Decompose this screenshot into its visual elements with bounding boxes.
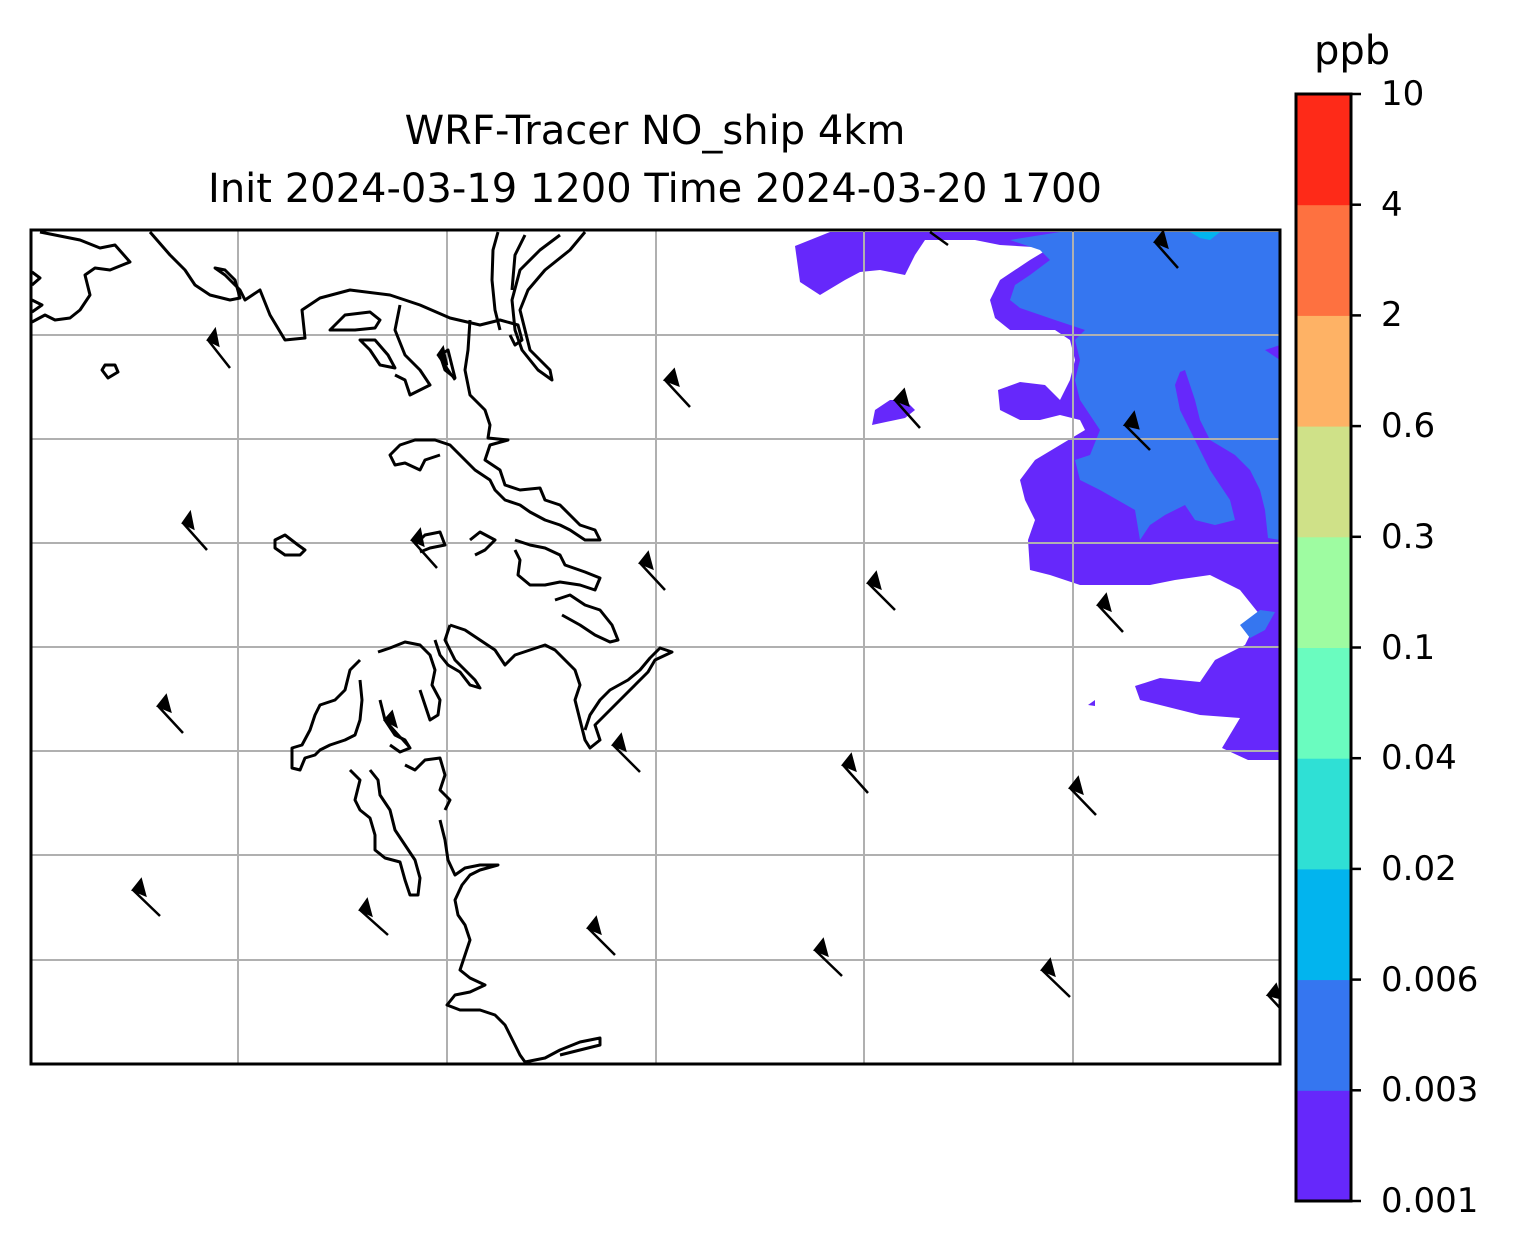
tracer-field-mid — [1010, 232, 1280, 638]
map-frame — [29, 228, 1282, 1066]
colorbar-tick-label: 0.006 — [1381, 959, 1479, 1000]
colorbar-segment — [1296, 94, 1351, 206]
tracer-field-cyan — [1190, 232, 1220, 240]
colorbar-segment — [1296, 758, 1351, 870]
colorbar-tick-label: 0.3 — [1381, 516, 1436, 557]
colorbar-tick-label: 0.6 — [1381, 406, 1436, 447]
colorbar-segment — [1296, 647, 1351, 759]
colorbar-segment — [1296, 204, 1351, 316]
colorbar-tick-label: 10 — [1381, 74, 1425, 114]
colorbar-tick-label: 0.04 — [1381, 738, 1457, 779]
map-title: WRF-Tracer NO_ship 4km — [404, 108, 906, 154]
colorbar-tick-label: 0.001 — [1381, 1181, 1479, 1221]
map-gridlines — [31, 230, 1280, 1064]
colorbar-tick-label: 4 — [1381, 184, 1403, 225]
colorbar-unit: ppb — [1314, 28, 1391, 74]
colorbar-segment — [1296, 868, 1351, 981]
colorbar-segment — [1296, 979, 1351, 1091]
wind-barbs — [130, 230, 1280, 1009]
colorbar-tick-label: 2 — [1381, 295, 1403, 336]
colorbar-tick-label: 0.02 — [1381, 848, 1457, 889]
colorbar-tick-label: 0.003 — [1381, 1070, 1479, 1111]
coastlines — [31, 230, 674, 1064]
colorbar-tick-label: 0.1 — [1381, 627, 1436, 668]
colorbar — [1294, 92, 1361, 1203]
colorbar-segment — [1296, 536, 1351, 648]
map-subtitle: Init 2024-03-19 1200 Time 2024-03-20 170… — [208, 166, 1102, 212]
colorbar-segment — [1296, 315, 1351, 427]
colorbar-segment — [1296, 426, 1351, 538]
colorbar-segment — [1296, 1090, 1351, 1202]
tracer-field — [795, 232, 1280, 760]
